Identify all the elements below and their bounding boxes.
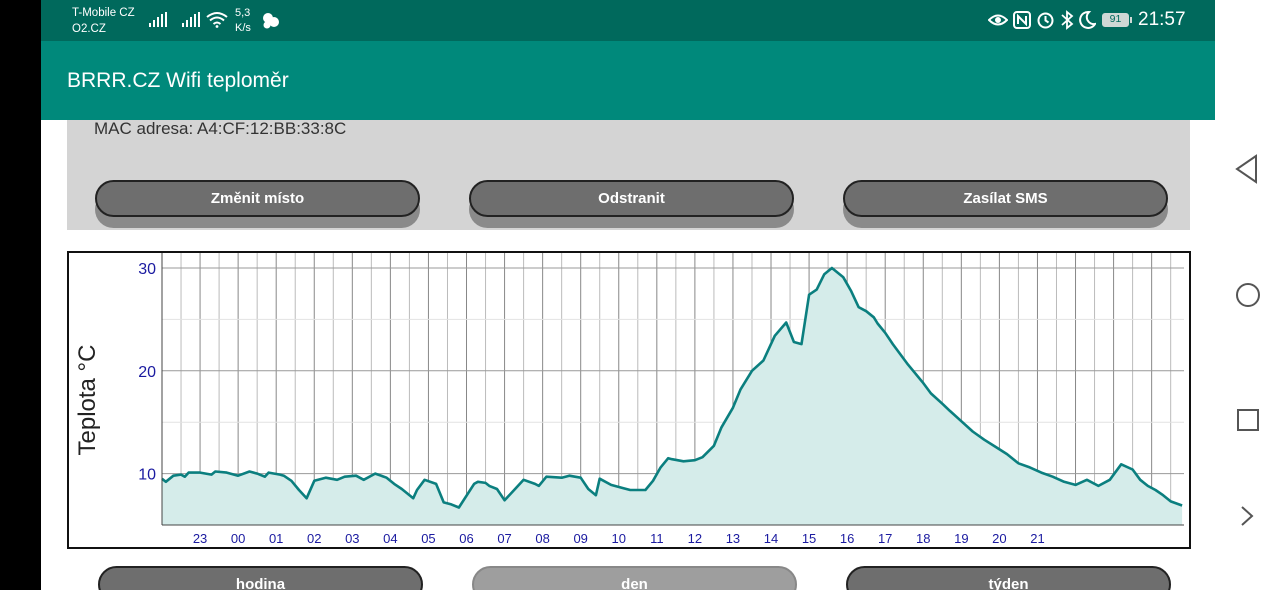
x-tick-label: 04 (383, 531, 397, 546)
battery-tip (1130, 17, 1132, 23)
x-tick-label: 17 (878, 531, 892, 546)
temperature-chart: 10 20 30 23 00 01 02 03 04 05 06 07 08 09 10 11 12 13 14 15… (67, 251, 1191, 549)
app-bar: BRRR.CZ Wifi teploměr (41, 41, 1215, 120)
x-tick-label: 00 (231, 531, 245, 546)
temperature-line (161, 266, 1183, 509)
carrier-1: T-Mobile CZ (72, 7, 135, 19)
x-tick-label: 11 (650, 531, 664, 546)
y-tick-label: 10 (138, 467, 156, 484)
x-tick-label: 20 (992, 531, 1006, 546)
y-axis-label: Teplota °C (74, 345, 101, 456)
phone-screen: T-Mobile CZ O2.CZ 5,3 K/s (41, 0, 1215, 590)
x-tick-label: 05 (421, 531, 435, 546)
battery-icon: 91 (1102, 13, 1129, 27)
back-icon[interactable] (1234, 154, 1260, 184)
wifi-icon (206, 12, 228, 28)
chevron-right-icon[interactable] (1239, 505, 1255, 527)
x-tick-label: 14 (764, 531, 778, 546)
x-tick-label: 18 (916, 531, 930, 546)
device-info-panel: MAC adresa: A4:CF:12:BB:33:8C Změnit mís… (67, 119, 1190, 230)
range-week-button[interactable]: týden (846, 566, 1171, 590)
x-tick-label: 01 (269, 531, 283, 546)
x-tick-label: 15 (802, 531, 816, 546)
x-tick-label: 21 (1030, 531, 1044, 546)
eye-icon (988, 14, 1008, 26)
alarm-icon (1037, 12, 1054, 29)
network-speed: 5,3 K/s (235, 6, 251, 36)
temperature-area (162, 268, 1183, 525)
carrier-2: O2.CZ (72, 23, 106, 35)
y-tick-label: 20 (138, 364, 156, 381)
signal-icon (149, 12, 167, 27)
x-tick-label: 08 (535, 531, 549, 546)
signal-icon (182, 12, 200, 27)
system-navigation-bar (1215, 0, 1280, 590)
range-hour-button[interactable]: hodina (98, 566, 423, 590)
chart-svg: 10 20 30 23 00 01 02 03 04 05 06 07 08 09 10 11 12 13 14 15… (74, 253, 1184, 546)
speed-value: 5,3 (235, 7, 251, 19)
x-tick-label: 23 (193, 531, 207, 546)
status-bar: T-Mobile CZ O2.CZ 5,3 K/s (41, 0, 1215, 41)
y-tick-label: 30 (138, 261, 156, 278)
recents-icon[interactable] (1236, 408, 1260, 432)
left-bezel (0, 0, 41, 590)
change-place-button[interactable]: Změnit místo (95, 180, 420, 217)
x-tick-label: 06 (459, 531, 473, 546)
status-time: 21:57 (1138, 9, 1186, 30)
x-tick-label: 13 (726, 531, 740, 546)
x-tick-label: 09 (573, 531, 587, 546)
x-tick-label: 02 (307, 531, 321, 546)
range-day-button[interactable]: den (472, 566, 797, 590)
x-tick-label: 03 (345, 531, 359, 546)
carrier-labels: T-Mobile CZ O2.CZ (72, 5, 135, 37)
nfc-icon (1013, 11, 1031, 29)
home-icon[interactable] (1235, 282, 1261, 308)
notification-icon (263, 13, 279, 29)
x-tick-label: 07 (497, 531, 511, 546)
x-tick-label: 19 (954, 531, 968, 546)
speed-unit: K/s (235, 22, 251, 34)
send-sms-button[interactable]: Zasílat SMS (843, 180, 1168, 217)
remove-button[interactable]: Odstranit (469, 180, 794, 217)
x-tick-label: 10 (612, 531, 626, 546)
mac-address: MAC adresa: A4:CF:12:BB:33:8C (94, 119, 347, 138)
x-tick-label: 16 (840, 531, 854, 546)
bluetooth-icon (1061, 10, 1074, 30)
moon-icon (1079, 10, 1096, 29)
x-tick-label: 12 (688, 531, 702, 546)
app-title: BRRR.CZ Wifi teploměr (67, 69, 289, 92)
